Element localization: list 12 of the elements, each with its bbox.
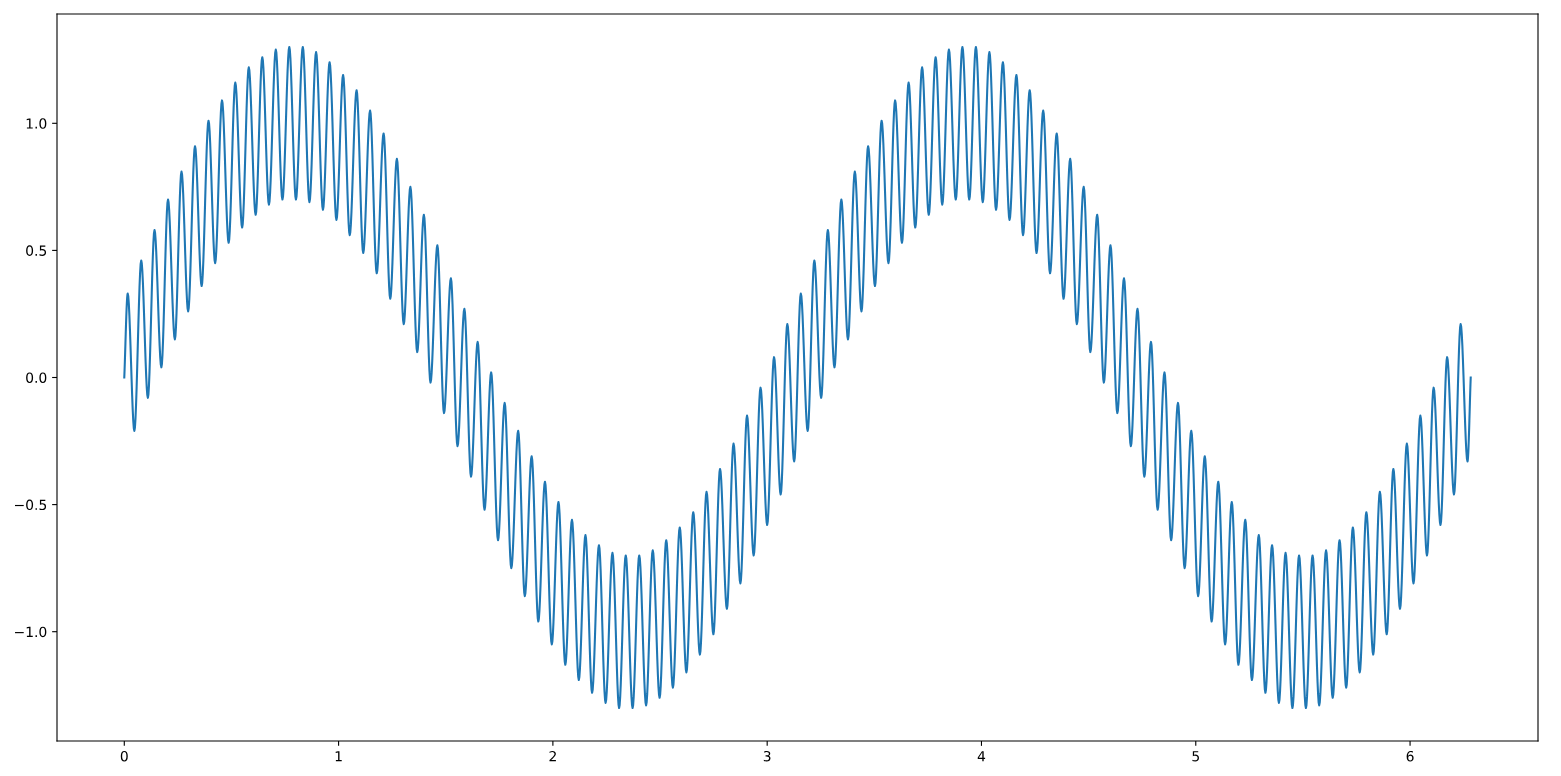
x-tick-label: 3 — [763, 750, 771, 762]
x-tick-label: 0 — [120, 750, 128, 762]
y-tick-label: −0.5 — [15, 499, 47, 511]
y-tick-label: 1.0 — [26, 118, 47, 129]
x-tick-label: 6 — [1406, 750, 1414, 762]
y-tick-label: 0.5 — [26, 245, 47, 256]
y-tick-label: 0.0 — [26, 372, 47, 383]
y-tick-label: −1.0 — [15, 626, 47, 638]
x-tick-label: 2 — [549, 750, 556, 762]
x-tick-label: 5 — [1192, 751, 1199, 762]
x-tick-label: 1 — [335, 751, 342, 762]
x-tick-label: 4 — [977, 751, 986, 762]
